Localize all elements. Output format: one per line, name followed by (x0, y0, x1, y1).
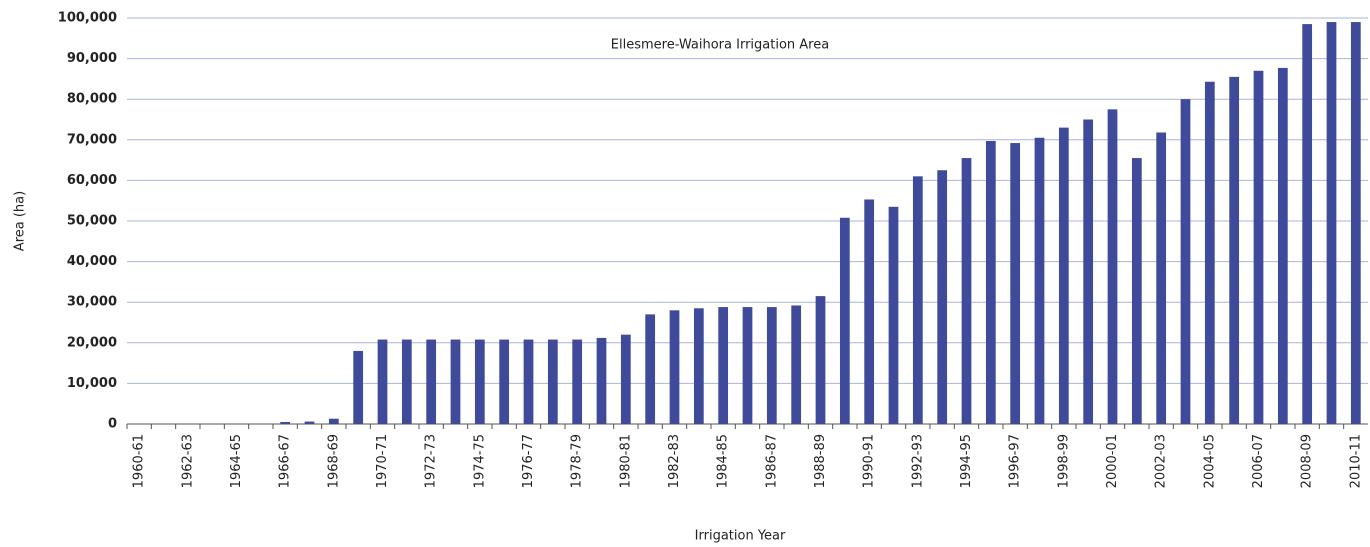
bar (766, 307, 777, 424)
bar (304, 421, 315, 424)
bar (1010, 143, 1021, 424)
y-tick-label: 60,000 (67, 173, 117, 188)
bar (985, 141, 996, 424)
x-tick-label: 1998-99 (1056, 434, 1071, 488)
y-tick-label: 40,000 (67, 254, 117, 269)
y-tick-label: 50,000 (67, 214, 117, 229)
bar (791, 305, 802, 424)
bar (888, 206, 899, 424)
bar (1326, 22, 1337, 425)
x-tick-label: 1974-75 (472, 434, 487, 488)
chart-title: Ellesmere-Waihora Irrigation Area (611, 38, 829, 53)
y-tick-label: 20,000 (67, 335, 117, 350)
bar (1253, 70, 1264, 424)
bar (377, 339, 388, 424)
y-tick-label: 90,000 (67, 51, 117, 66)
x-tick-label: 2002-03 (1154, 434, 1169, 488)
x-axis-label: Irrigation Year (695, 529, 786, 544)
bar (718, 307, 729, 424)
x-tick-label: 1972-73 (424, 434, 439, 488)
x-tick-label: 1980-81 (618, 434, 633, 488)
bar (426, 339, 437, 424)
x-tick-label: 1970-71 (375, 434, 390, 488)
y-tick-label: 80,000 (67, 92, 117, 107)
x-tick-label: 2008-09 (1300, 434, 1315, 488)
bar (669, 310, 680, 424)
x-tick-label: 1978-79 (570, 434, 585, 488)
bar (815, 296, 826, 424)
bar (1083, 119, 1094, 424)
bar (1302, 24, 1313, 425)
bar (547, 339, 558, 424)
x-tick-label: 1968-69 (326, 434, 341, 488)
x-tick-label: 2010-11 (1348, 434, 1363, 488)
bar (572, 339, 583, 424)
bar (1229, 76, 1240, 425)
x-tick-label: 2000-01 (1105, 434, 1120, 488)
y-tick-label: 30,000 (67, 295, 117, 310)
x-tick-label: 1984-85 (716, 434, 731, 488)
x-tick-label: 1990-91 (862, 434, 877, 488)
x-tick-label: 1960-61 (132, 434, 147, 488)
bar (353, 350, 364, 424)
bar (328, 418, 339, 424)
bar (839, 217, 850, 424)
bar (742, 307, 753, 424)
y-tick-label: 0 (108, 417, 117, 432)
bar (937, 170, 948, 424)
x-tick-label: 2006-07 (1251, 434, 1266, 488)
x-tick-label: 1994-95 (959, 434, 974, 488)
x-tick-label: 1964-65 (229, 434, 244, 488)
bar (474, 339, 485, 424)
bar (1180, 99, 1191, 424)
x-tick-label: 1966-67 (278, 434, 293, 488)
bar (499, 339, 510, 424)
x-tick-label: 1982-83 (667, 434, 682, 488)
bar (401, 339, 412, 424)
bar (1277, 67, 1288, 425)
bar (1204, 81, 1215, 424)
bar (1131, 158, 1142, 424)
bar (693, 308, 704, 424)
y-tick-label: 100,000 (58, 11, 117, 26)
bar (450, 339, 461, 424)
bar (864, 199, 875, 424)
bar (645, 314, 656, 424)
x-tick-label: 1988-89 (813, 434, 828, 488)
bar (280, 421, 291, 424)
bar (1058, 127, 1069, 425)
x-tick-label: 1976-77 (521, 434, 536, 488)
x-tick-label: 1996-97 (1008, 434, 1023, 488)
y-axis-label: Area (ha) (13, 191, 28, 251)
bar (912, 176, 923, 424)
y-tick-label: 10,000 (67, 376, 117, 391)
x-tick-label: 2004-05 (1202, 434, 1217, 488)
bar (523, 339, 534, 424)
bar (1350, 22, 1361, 425)
bar (1034, 137, 1045, 424)
y-tick-label: 70,000 (67, 132, 117, 147)
bar (961, 158, 972, 424)
bar (1156, 132, 1167, 424)
bar (596, 337, 607, 424)
bar (620, 334, 631, 424)
x-tick-label: 1986-87 (764, 434, 779, 488)
x-tick-label: 1992-93 (910, 434, 925, 488)
bar (1107, 109, 1118, 424)
x-tick-label: 1962-63 (180, 434, 195, 488)
